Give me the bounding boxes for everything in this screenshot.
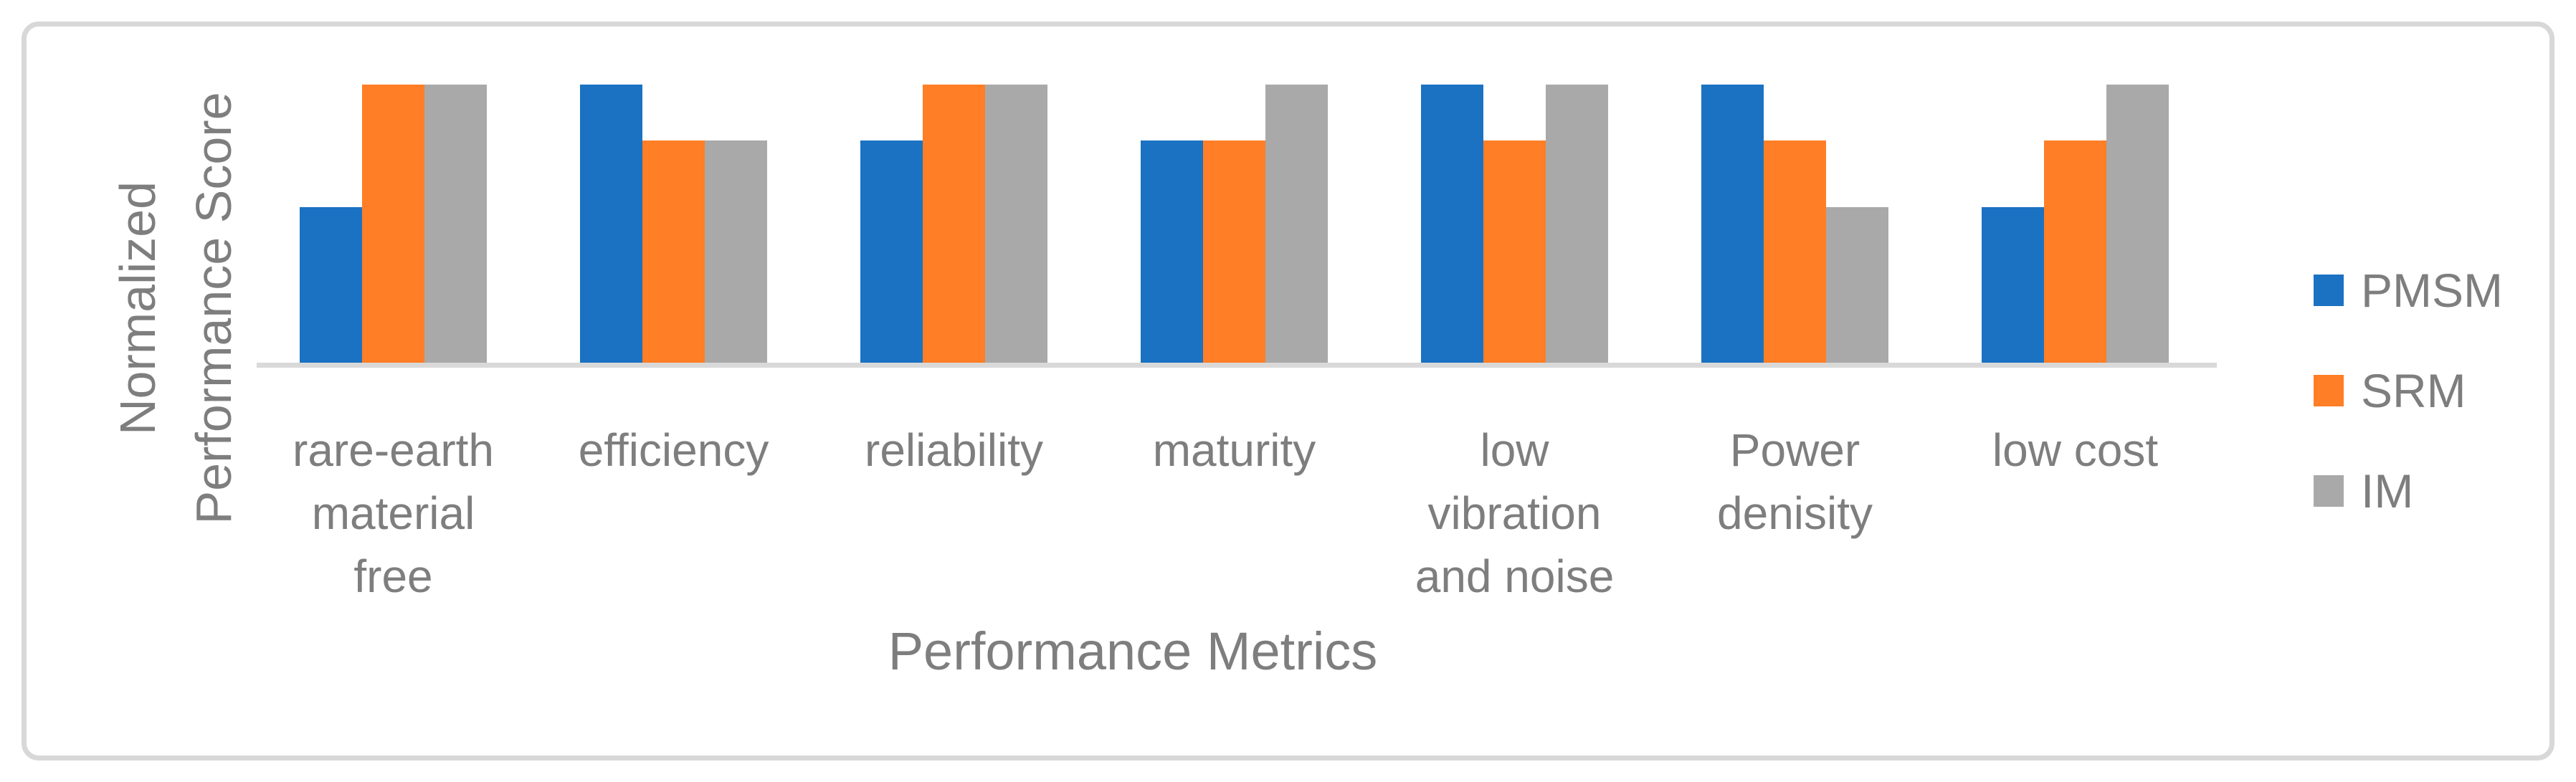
bar-im-6: [1826, 207, 1888, 363]
bar-im-1: [424, 85, 487, 363]
legend-item-im: IM: [2314, 459, 2413, 523]
bar-srm-2: [642, 140, 705, 363]
category-label-line: free: [353, 550, 433, 602]
category-label-line: maturity: [1152, 424, 1316, 476]
bar-pmsm-1: [300, 207, 362, 363]
bar-im-5: [1546, 85, 1608, 363]
category-label-5: low vibration and noise: [1415, 419, 1615, 608]
bar-pmsm-5: [1421, 85, 1483, 363]
bar-pmsm-4: [1141, 140, 1203, 363]
category-label-1: rare-earth material free: [293, 419, 494, 608]
bar-im-3: [985, 85, 1047, 363]
category-label-line: vibration: [1427, 487, 1602, 539]
bar-srm-6: [1764, 140, 1826, 363]
y-axis-title-line2: Performance Score: [186, 92, 242, 525]
category-label-line: reliability: [865, 424, 1043, 476]
bar-pmsm-7: [1982, 207, 2044, 363]
category-label-7: low cost: [1992, 419, 2158, 482]
category-label-line: low cost: [1992, 424, 2159, 476]
category-label-line: low: [1480, 424, 1549, 476]
legend-label-im: IM: [2361, 464, 2414, 518]
category-label-3: reliability: [865, 419, 1043, 482]
bar-srm-7: [2044, 140, 2106, 363]
bar-pmsm-3: [860, 140, 923, 363]
category-label-line: denisity: [1717, 487, 1873, 539]
category-label-line: Power: [1729, 424, 1860, 476]
bar-im-4: [1265, 85, 1328, 363]
bar-im-2: [705, 140, 767, 363]
bar-im-7: [2106, 85, 2169, 363]
bar-srm-1: [362, 85, 424, 363]
category-label-4: maturity: [1153, 419, 1316, 482]
legend-swatch-pmsm: [2314, 275, 2344, 306]
chart-border-frame: [22, 22, 2554, 760]
y-axis-title-line1: Normalized: [110, 181, 166, 435]
legend-swatch-im: [2314, 475, 2344, 507]
bar-srm-4: [1203, 140, 1265, 363]
bar-pmsm-6: [1701, 85, 1764, 363]
x-axis-title: Performance Metrics: [888, 621, 1378, 681]
category-label-2: efficiency: [579, 419, 769, 482]
legend-label-srm: SRM: [2361, 364, 2466, 417]
bar-pmsm-2: [580, 85, 642, 363]
category-label-line: material: [311, 487, 475, 539]
legend-swatch-srm: [2314, 375, 2344, 406]
category-label-6: Power denisity: [1717, 419, 1873, 545]
y-axis-title: Normalized Performance Score: [100, 36, 252, 581]
legend-label-pmsm: PMSM: [2361, 264, 2503, 317]
bar-srm-5: [1483, 140, 1546, 363]
category-label-line: and noise: [1415, 550, 1615, 602]
bar-srm-3: [923, 85, 985, 363]
category-label-line: rare-earth: [293, 424, 494, 476]
legend-item-pmsm: PMSM: [2314, 258, 2503, 323]
legend-item-srm: SRM: [2314, 358, 2466, 423]
x-axis-line: [257, 363, 2217, 368]
category-label-line: efficiency: [578, 424, 769, 476]
